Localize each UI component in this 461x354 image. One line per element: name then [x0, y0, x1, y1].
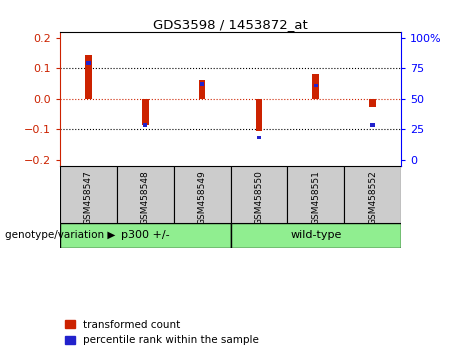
Title: GDS3598 / 1453872_at: GDS3598 / 1453872_at: [153, 18, 308, 31]
Bar: [230, 166, 287, 223]
Bar: [287, 166, 344, 223]
Bar: [85, 55, 92, 99]
Legend: transformed count, percentile rank within the sample: transformed count, percentile rank withi…: [65, 320, 259, 345]
Bar: [60, 223, 230, 248]
Bar: [174, 166, 230, 223]
Bar: [60, 166, 117, 223]
Bar: [370, 124, 375, 127]
Bar: [199, 80, 206, 99]
Bar: [313, 74, 319, 99]
Bar: [86, 61, 91, 65]
Bar: [230, 223, 401, 248]
Bar: [117, 166, 174, 223]
Text: p300 +/-: p300 +/-: [121, 230, 170, 240]
Text: GSM458552: GSM458552: [368, 170, 377, 225]
Bar: [255, 99, 262, 131]
Bar: [142, 99, 148, 125]
Bar: [257, 136, 261, 139]
Text: GSM458549: GSM458549: [198, 170, 207, 225]
Bar: [369, 99, 376, 107]
Bar: [313, 84, 318, 87]
Text: GSM458551: GSM458551: [311, 170, 320, 225]
Bar: [344, 166, 401, 223]
Bar: [200, 82, 204, 86]
Text: wild-type: wild-type: [290, 230, 342, 240]
Text: GSM458550: GSM458550: [254, 170, 263, 225]
Text: GSM458547: GSM458547: [84, 170, 93, 225]
Text: genotype/variation ▶: genotype/variation ▶: [5, 230, 115, 240]
Text: GSM458548: GSM458548: [141, 170, 150, 225]
Bar: [143, 124, 148, 127]
